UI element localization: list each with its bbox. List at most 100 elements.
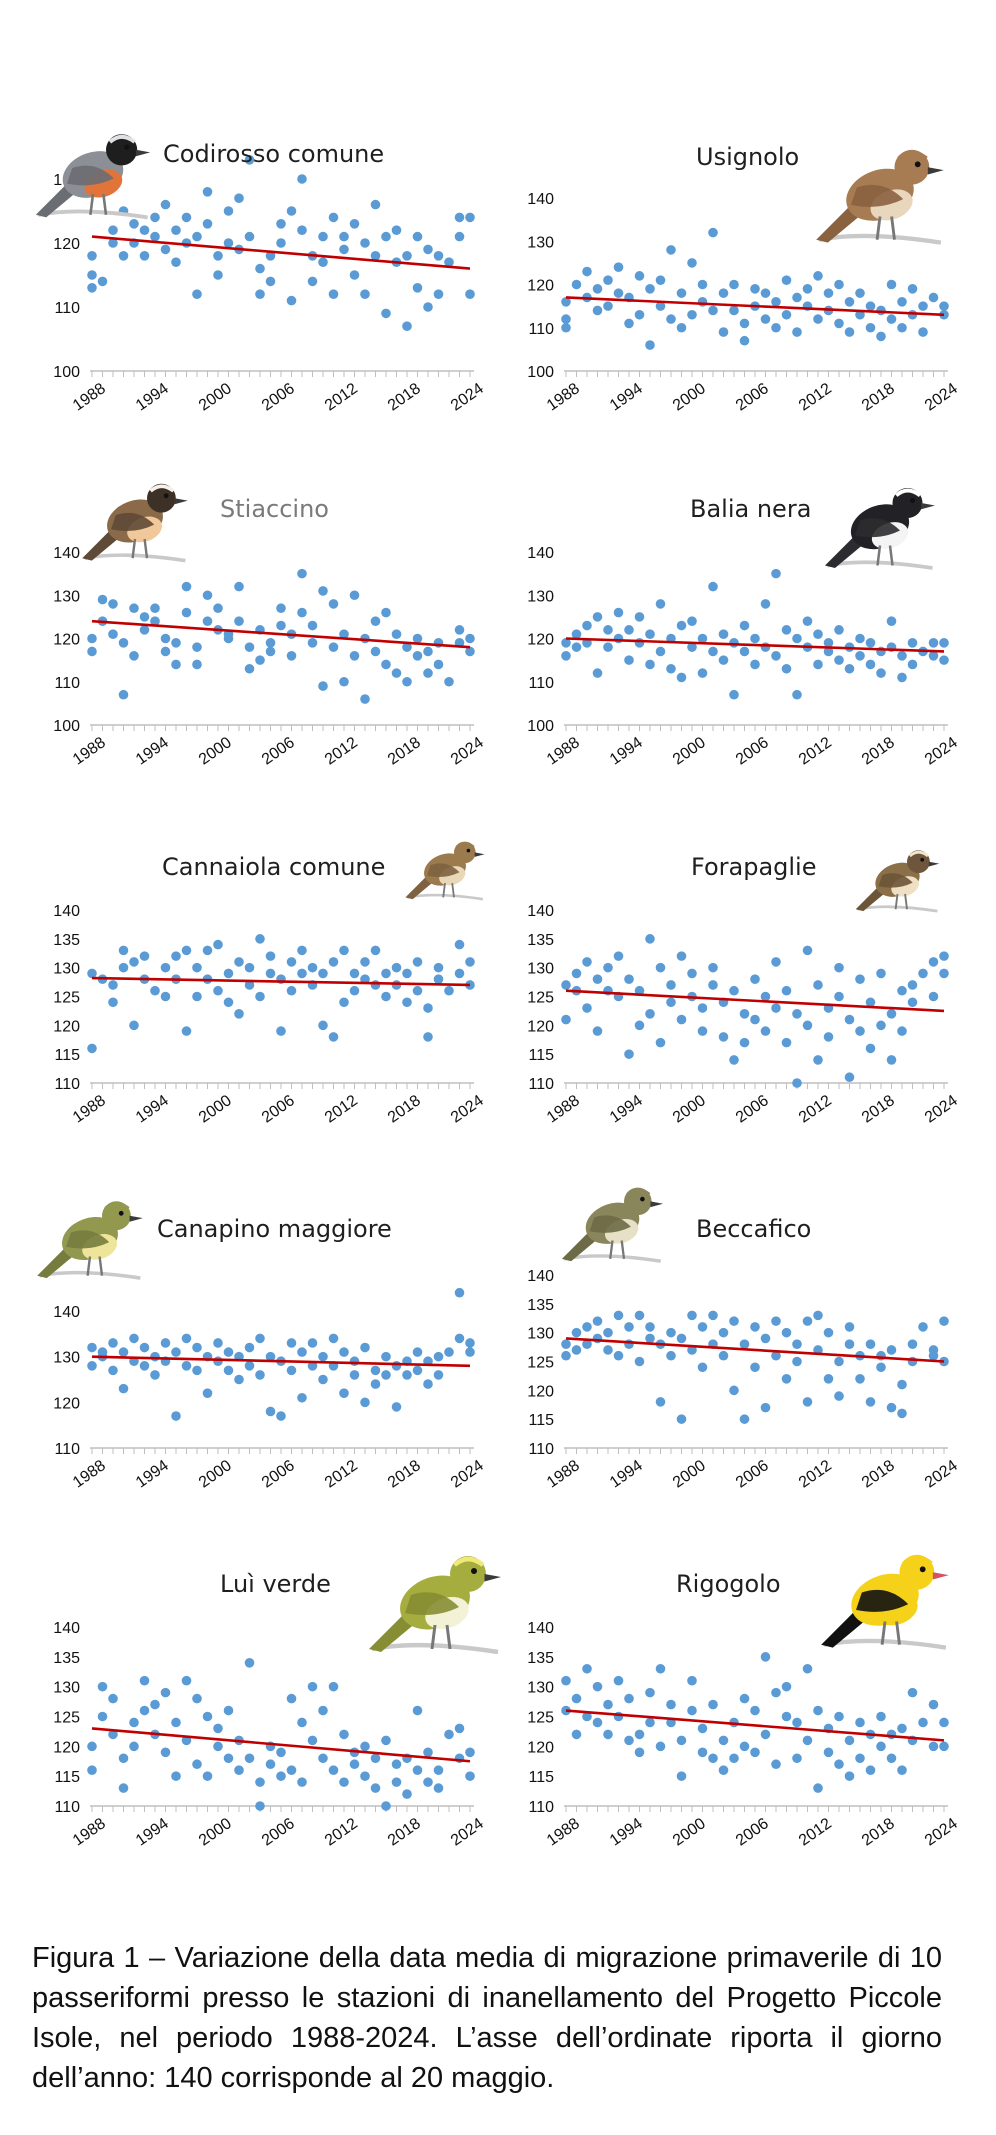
data-point: [223, 633, 234, 644]
data-point: [655, 275, 666, 285]
data-point: [928, 957, 939, 967]
data-point: [318, 681, 328, 691]
data-point: [729, 985, 739, 996]
data-point: [792, 1009, 802, 1019]
data-point: [391, 962, 402, 973]
data-point: [454, 939, 465, 950]
data-point: [192, 1342, 202, 1353]
data-point: [750, 974, 760, 984]
trend-line: [565, 296, 945, 317]
data-point: [97, 276, 108, 287]
data-point: [823, 1327, 834, 1338]
data-point: [286, 1365, 297, 1376]
data-point: [213, 1723, 223, 1734]
data-point: [582, 957, 592, 967]
data-point: [939, 951, 949, 961]
data-point: [129, 1741, 139, 1752]
data-point: [886, 1055, 897, 1065]
data-point: [402, 251, 412, 261]
data-point: [855, 1026, 865, 1036]
data-point: [402, 676, 412, 687]
data-point: [771, 1316, 781, 1326]
data-point: [634, 271, 645, 281]
data-point: [771, 1759, 781, 1770]
data-point: [454, 212, 465, 223]
data-point: [118, 962, 129, 973]
y-tick-label: 135: [527, 1650, 554, 1667]
data-point: [729, 305, 739, 316]
y-tick-label: 110: [54, 675, 80, 692]
data-point: [412, 957, 423, 967]
data-point: [571, 642, 582, 652]
data-point: [897, 672, 907, 683]
data-point: [349, 968, 360, 979]
data-point: [192, 1693, 202, 1704]
data-point: [202, 1771, 213, 1781]
data-point: [886, 616, 897, 626]
data-point: [150, 616, 160, 626]
data-point: [823, 1032, 834, 1042]
data-point: [613, 1310, 624, 1321]
data-point: [454, 1287, 465, 1298]
data-point: [697, 1747, 708, 1758]
data-point: [370, 1783, 381, 1793]
y-tick-label: 120: [53, 1395, 80, 1412]
data-point: [244, 1361, 255, 1371]
data-point: [139, 612, 150, 622]
data-point: [433, 974, 444, 984]
data-point: [729, 1316, 739, 1326]
data-point: [171, 1411, 181, 1421]
data-point: [160, 244, 171, 255]
data-point: [160, 1338, 171, 1348]
data-point: [645, 1333, 655, 1344]
data-point: [391, 1777, 402, 1787]
data-point: [918, 1717, 928, 1728]
data-point: [381, 968, 391, 979]
data-point: [454, 968, 465, 979]
data-point: [423, 1003, 433, 1013]
data-point: [297, 568, 307, 579]
data-point: [276, 1771, 286, 1781]
data-point: [624, 1322, 634, 1332]
data-point: [781, 275, 792, 285]
data-point: [876, 331, 886, 342]
data-point: [676, 951, 687, 961]
data-point: [781, 1711, 792, 1722]
data-point: [561, 1350, 571, 1361]
data-point: [255, 655, 265, 665]
data-point: [886, 279, 897, 290]
data-point: [655, 1663, 666, 1674]
data-point: [213, 270, 223, 280]
data-point: [603, 1345, 613, 1355]
data-point: [666, 1350, 676, 1361]
data-point: [465, 212, 475, 223]
data-point: [844, 1322, 855, 1332]
data-point: [129, 603, 139, 614]
data-point: [886, 1402, 897, 1413]
data-point: [349, 590, 360, 601]
data-point: [834, 962, 844, 973]
trend-line: [565, 1337, 945, 1363]
data-point: [276, 603, 286, 614]
data-point: [339, 244, 349, 255]
data-point: [202, 1388, 213, 1398]
data-point: [118, 945, 129, 956]
data-point: [792, 689, 802, 700]
data-point: [897, 1379, 907, 1390]
data-point: [391, 629, 402, 639]
data-point: [97, 1681, 108, 1692]
data-point: [582, 1339, 592, 1349]
data-point: [792, 1717, 802, 1728]
data-point: [655, 1397, 666, 1407]
chart-grid: 100 110 120 130 1988 1994 2000 2006 2012 2018 2024…: [35, 134, 961, 1849]
data-point: [760, 599, 771, 609]
data-point: [171, 1347, 181, 1357]
data-point: [624, 1693, 634, 1704]
data-point: [87, 1765, 97, 1775]
data-point: [687, 1310, 697, 1321]
y-tick-label: 125: [53, 990, 80, 1007]
data-point: [834, 279, 844, 290]
data-point: [108, 1338, 118, 1348]
y-tick-label: 100: [527, 364, 554, 381]
data-point: [318, 586, 328, 596]
